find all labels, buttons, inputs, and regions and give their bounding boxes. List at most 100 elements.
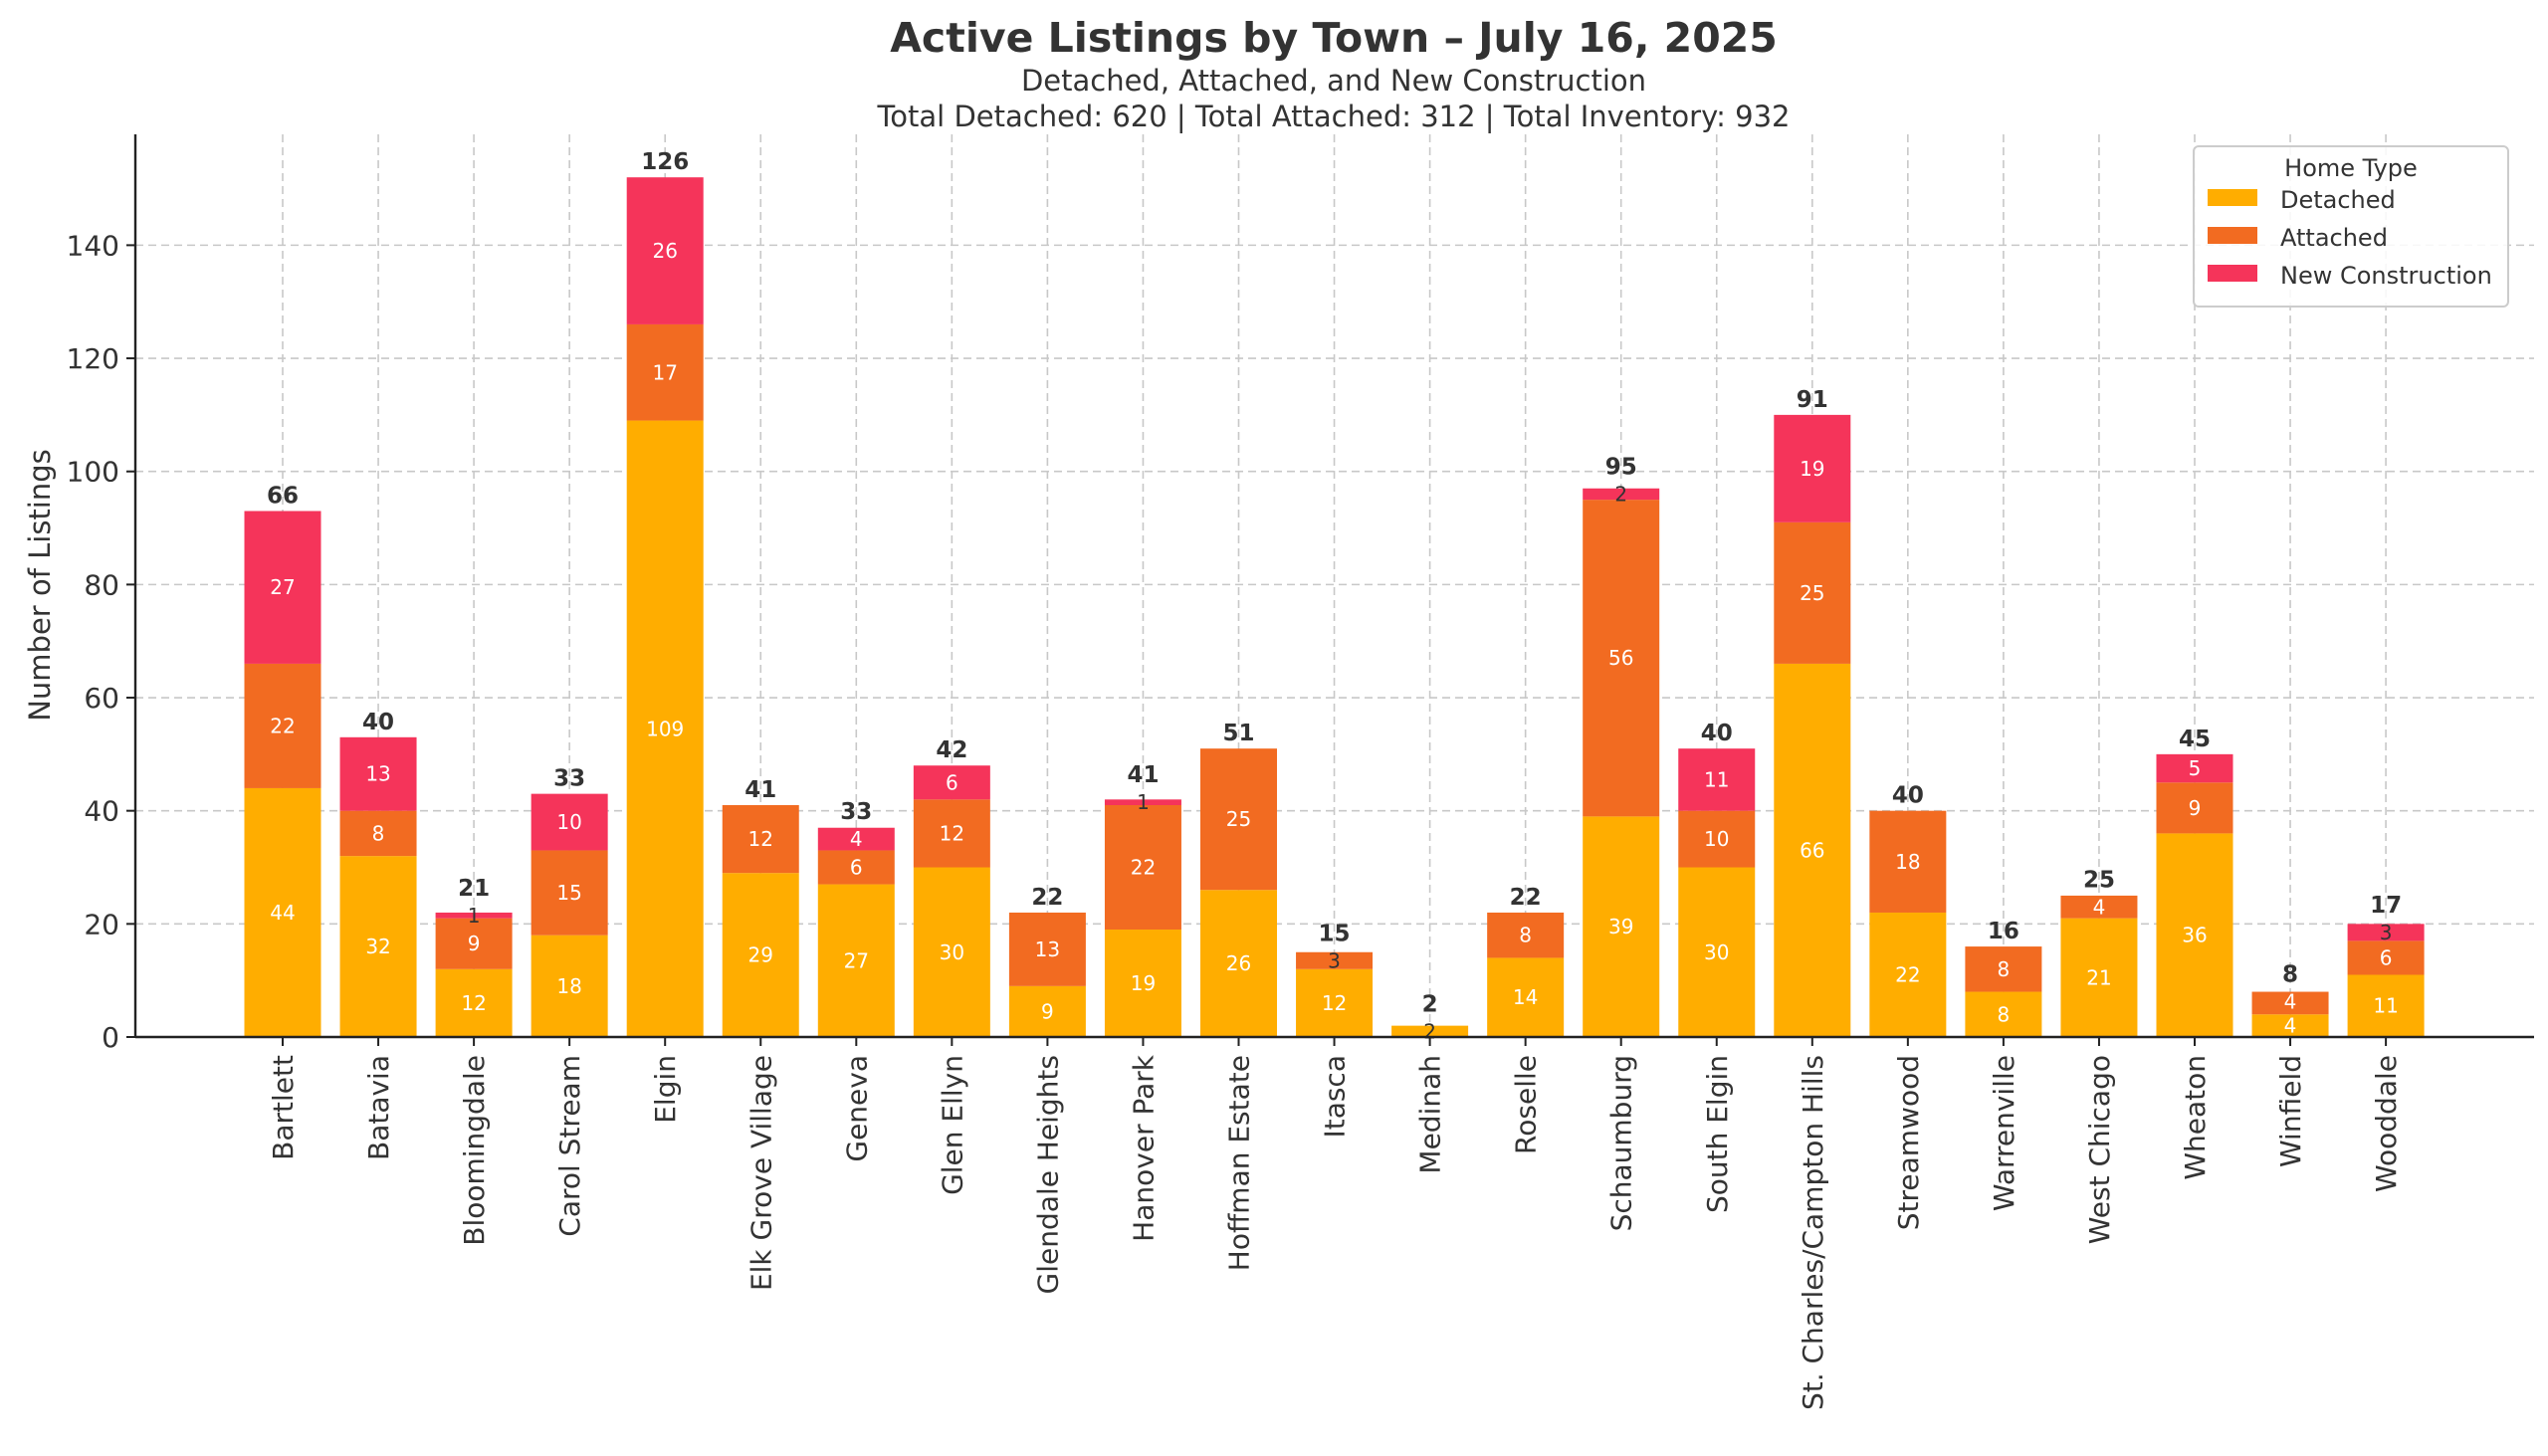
bar-segment-new-construction — [1583, 488, 1660, 501]
total-label: 25 — [2083, 867, 2115, 893]
x-tick-label: Streamwood — [1892, 1055, 1925, 1230]
segment-value-label: 9 — [1041, 999, 1054, 1023]
bar-segment-detached — [1296, 968, 1374, 1037]
x-tick-label: Hoffman Estate — [1223, 1055, 1256, 1271]
segment-value-label: 4 — [2093, 895, 2106, 919]
total-label: 45 — [2179, 727, 2211, 752]
bar-segment-attached — [1869, 810, 1947, 913]
segment-value-label: 56 — [1608, 646, 1633, 670]
bar-segment-detached — [1104, 930, 1181, 1037]
chart-summary: Total Detached: 620 | Total Attached: 31… — [877, 100, 1791, 133]
total-label: 40 — [1701, 721, 1733, 746]
segment-value-label: 4 — [2284, 1014, 2297, 1038]
bar-segment-attached — [1104, 804, 1181, 931]
y-tick-label: 140 — [67, 229, 119, 262]
legend-label: Attached — [2280, 224, 2388, 252]
total-label: 51 — [1222, 721, 1254, 746]
bar-segment-attached — [1487, 912, 1565, 958]
y-tick-label: 0 — [102, 1021, 119, 1054]
total-label: 16 — [1988, 919, 2019, 944]
segment-value-label: 19 — [1800, 457, 1824, 481]
bar-segment-new-construction — [626, 177, 704, 324]
legend-title: Home Type — [2284, 154, 2418, 182]
bar-segment-new-construction — [1678, 748, 1756, 811]
segment-value-label: 39 — [1608, 915, 1633, 938]
bar-segment-attached — [817, 850, 895, 885]
x-tick-label: Hanover Park — [1127, 1054, 1160, 1242]
bar-segment-new-construction — [2347, 924, 2425, 941]
segment-value-label: 6 — [2380, 945, 2393, 969]
segment-value-label: 25 — [1800, 581, 1824, 605]
x-tick-label: Winfield — [2274, 1055, 2307, 1167]
legend-swatch — [2208, 227, 2257, 244]
bar-segment-attached — [1965, 946, 2042, 992]
bar-segment-attached — [1200, 748, 1277, 891]
total-label: 66 — [267, 483, 299, 509]
total-label: 41 — [744, 777, 776, 803]
bar-segment-detached — [722, 873, 799, 1037]
total-label: 21 — [458, 876, 490, 902]
bar-segment-detached — [626, 420, 704, 1038]
segment-value-label: 10 — [1704, 827, 1729, 851]
segment-value-label: 30 — [940, 940, 964, 964]
bar-segment-attached — [531, 850, 608, 936]
y-tick-label: 100 — [67, 456, 119, 489]
bar-segment-detached — [913, 867, 990, 1037]
bar-segment-new-construction — [817, 827, 895, 851]
bar-labels: 4422276632813401291211815103310917261262… — [267, 149, 2402, 1043]
bar-segment-detached — [244, 787, 321, 1037]
bar-segment-new-construction — [2156, 753, 2233, 783]
legend-swatch — [2208, 189, 2257, 206]
x-tick-label: Glen Ellyn — [936, 1055, 968, 1195]
x-tick-label: Wheaton — [2179, 1055, 2212, 1180]
segment-value-label: 9 — [2189, 796, 2202, 820]
bar-segment-detached — [1583, 816, 1660, 1037]
bar-segment-detached — [1008, 985, 1086, 1037]
x-tick-label: Elgin — [649, 1055, 682, 1124]
x-tick-label: Itasca — [1319, 1055, 1352, 1139]
segment-value-label: 66 — [1800, 838, 1824, 862]
x-tick-label: Medinah — [1414, 1055, 1447, 1174]
segment-value-label: 10 — [556, 810, 581, 834]
total-label: 126 — [641, 149, 689, 175]
segment-value-label: 15 — [556, 881, 581, 905]
bar-segment-attached — [435, 918, 513, 969]
x-tick-label: Roselle — [1510, 1055, 1543, 1154]
y-tick-label: 40 — [84, 795, 119, 828]
bar-segment-detached — [1774, 663, 1851, 1037]
bar-segment-attached — [2347, 940, 2425, 975]
bar-segment-detached — [339, 856, 417, 1037]
segment-value-label: 6 — [850, 856, 863, 880]
x-tick-label: Elk Grove Village — [744, 1055, 777, 1291]
x-tick-label: Carol Stream — [553, 1055, 586, 1237]
bar-segment-attached — [913, 799, 990, 868]
bar-segment-attached — [2060, 895, 2138, 919]
y-tick-label: 60 — [84, 682, 119, 715]
segment-value-label: 3 — [2380, 921, 2393, 944]
segment-value-label: 4 — [2284, 990, 2297, 1014]
bar-segment-attached — [1583, 500, 1660, 817]
chart-title: Active Listings by Town – July 16, 2025 — [890, 14, 1778, 62]
segment-value-label: 22 — [1895, 962, 1920, 986]
segment-value-label: 30 — [1704, 940, 1729, 964]
segment-value-label: 2 — [1614, 482, 1627, 506]
segment-value-label: 13 — [1035, 937, 1060, 961]
x-tick-label: Bloomingdale — [458, 1055, 491, 1246]
bar-segment-attached — [1678, 810, 1756, 868]
bar-segment-detached — [2251, 1014, 2329, 1037]
x-tick-label: Schaumburg — [1605, 1055, 1638, 1231]
bar-segment-attached — [2156, 782, 2233, 834]
legend: Home Type Detached Attached New Constructi… — [2193, 145, 2509, 308]
bar-segment-detached — [435, 968, 513, 1037]
bar-segment-new-construction — [244, 511, 321, 664]
legend-label: New Construction — [2280, 262, 2492, 290]
total-label: 22 — [1031, 885, 1063, 911]
segment-value-label: 6 — [946, 770, 958, 794]
segment-value-label: 14 — [1513, 985, 1538, 1009]
segment-value-label: 8 — [1998, 957, 2011, 981]
segment-value-label: 36 — [2182, 924, 2207, 947]
segment-value-label: 22 — [1131, 856, 1156, 880]
bar-segment-attached — [1774, 521, 1851, 664]
bar-segment-detached — [2347, 974, 2425, 1037]
